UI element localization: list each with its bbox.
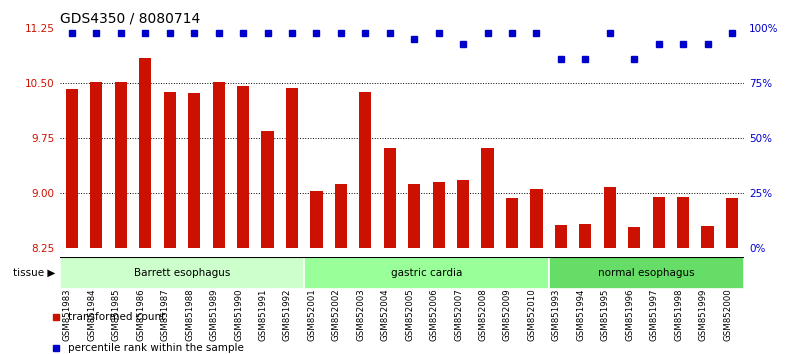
Bar xyxy=(60,257,304,289)
Bar xyxy=(603,187,616,248)
Bar xyxy=(90,82,103,248)
Text: GSM852000: GSM852000 xyxy=(723,289,732,341)
Text: GSM851986: GSM851986 xyxy=(136,289,145,341)
Bar xyxy=(579,224,591,248)
Text: GSM851985: GSM851985 xyxy=(111,289,121,341)
Text: normal esophagus: normal esophagus xyxy=(598,268,695,278)
Text: GSM852005: GSM852005 xyxy=(405,289,414,341)
Bar xyxy=(286,88,298,248)
Text: GSM851999: GSM851999 xyxy=(699,289,708,341)
Bar xyxy=(304,257,548,289)
Bar xyxy=(261,131,274,248)
Bar xyxy=(628,227,640,248)
Bar xyxy=(653,196,665,248)
Text: GSM851996: GSM851996 xyxy=(625,289,634,341)
Text: GSM851994: GSM851994 xyxy=(576,289,585,341)
Bar xyxy=(310,191,322,248)
Bar xyxy=(139,58,151,248)
Bar xyxy=(701,226,714,248)
Text: GSM852003: GSM852003 xyxy=(357,289,365,341)
Bar xyxy=(384,148,396,248)
Text: GSM851998: GSM851998 xyxy=(674,289,683,341)
Text: GSM851988: GSM851988 xyxy=(185,289,194,341)
Bar xyxy=(213,82,224,248)
Text: GSM851984: GSM851984 xyxy=(88,289,96,341)
Bar xyxy=(432,182,445,248)
Bar xyxy=(115,82,127,248)
Bar xyxy=(677,196,689,248)
Bar xyxy=(530,189,543,248)
Bar xyxy=(506,198,518,248)
Text: Barrett esophagus: Barrett esophagus xyxy=(134,268,230,278)
Bar xyxy=(188,93,201,248)
Text: GSM851993: GSM851993 xyxy=(552,289,561,341)
Text: GSM852004: GSM852004 xyxy=(380,289,390,341)
Text: gastric cardia: gastric cardia xyxy=(391,268,462,278)
Text: GSM852006: GSM852006 xyxy=(430,289,439,341)
Text: percentile rank within the sample: percentile rank within the sample xyxy=(68,343,244,353)
Text: GSM851987: GSM851987 xyxy=(161,289,170,341)
Text: GSM852001: GSM852001 xyxy=(307,289,316,341)
Text: GSM852008: GSM852008 xyxy=(478,289,487,341)
Text: GSM852007: GSM852007 xyxy=(454,289,463,341)
Bar xyxy=(237,86,249,248)
Bar xyxy=(548,257,744,289)
Text: GSM851989: GSM851989 xyxy=(209,289,219,341)
Text: GSM852010: GSM852010 xyxy=(528,289,537,341)
Text: GSM851990: GSM851990 xyxy=(234,289,243,341)
Text: GSM851991: GSM851991 xyxy=(259,289,267,341)
Text: GSM851997: GSM851997 xyxy=(650,289,658,341)
Bar xyxy=(555,225,567,248)
Bar xyxy=(726,198,738,248)
Bar xyxy=(66,89,78,248)
Text: tissue ▶: tissue ▶ xyxy=(14,268,56,278)
Bar xyxy=(335,184,347,248)
Bar xyxy=(164,92,176,248)
Text: GDS4350 / 8080714: GDS4350 / 8080714 xyxy=(60,12,200,26)
Text: GSM852002: GSM852002 xyxy=(332,289,341,341)
Bar xyxy=(359,92,372,248)
Bar xyxy=(408,184,420,248)
Bar xyxy=(457,181,469,248)
Text: GSM851992: GSM851992 xyxy=(283,289,292,341)
Text: transformed count: transformed count xyxy=(68,312,165,322)
Text: GSM851983: GSM851983 xyxy=(63,289,72,341)
Text: GSM851995: GSM851995 xyxy=(601,289,610,341)
Bar xyxy=(482,148,494,248)
Text: GSM852009: GSM852009 xyxy=(503,289,512,341)
